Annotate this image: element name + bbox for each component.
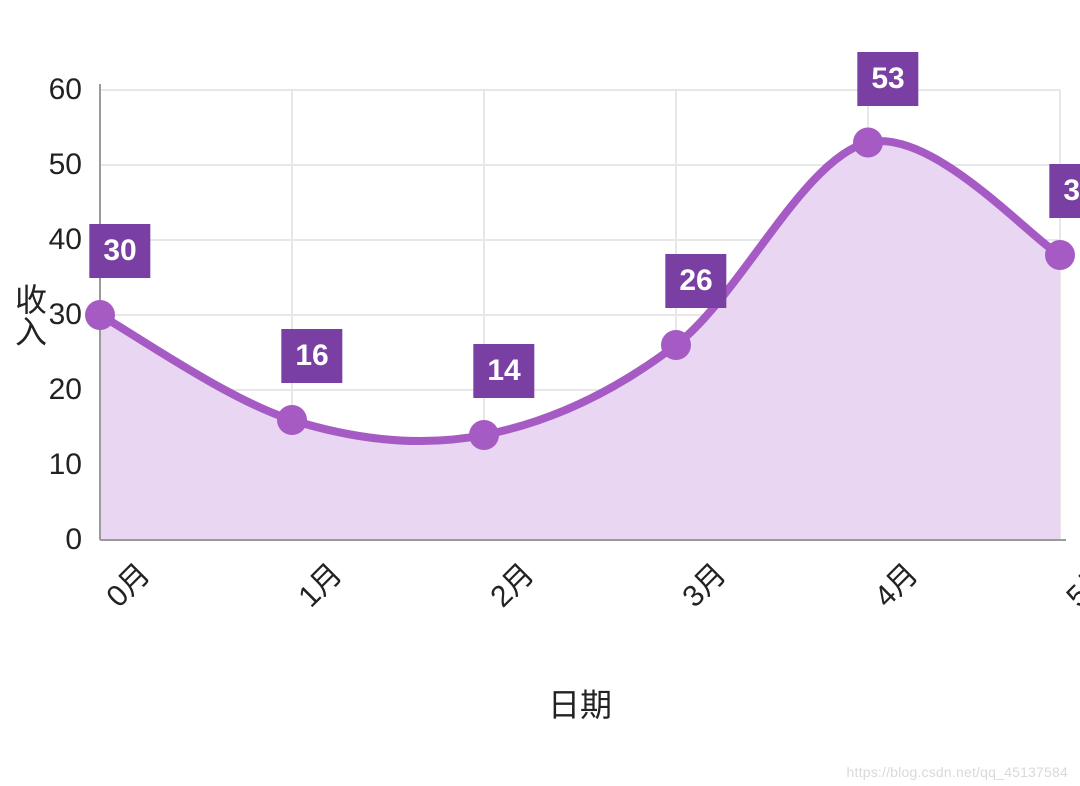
y-tick-label: 60 [0, 73, 82, 107]
value-label: 53 [857, 52, 918, 106]
value-label: 38 [1049, 164, 1080, 218]
income-area-chart: 收入 日期 0 10 20 30 40 50 60 0月 1月 2月 3月 4月… [0, 0, 1080, 786]
y-tick-label: 0 [0, 523, 82, 557]
y-tick-label: 20 [0, 373, 82, 407]
x-axis-title: 日期 [548, 680, 612, 726]
value-label: 26 [665, 254, 726, 308]
y-tick-label: 40 [0, 223, 82, 257]
y-tick-label: 30 [0, 298, 82, 332]
value-label: 16 [281, 329, 342, 383]
value-label: 14 [473, 344, 534, 398]
y-tick-label: 50 [0, 148, 82, 182]
chart-svg [0, 0, 1080, 786]
watermark-text: https://blog.csdn.net/qq_45137584 [847, 764, 1068, 780]
y-tick-label: 10 [0, 448, 82, 482]
value-label: 30 [89, 224, 150, 278]
